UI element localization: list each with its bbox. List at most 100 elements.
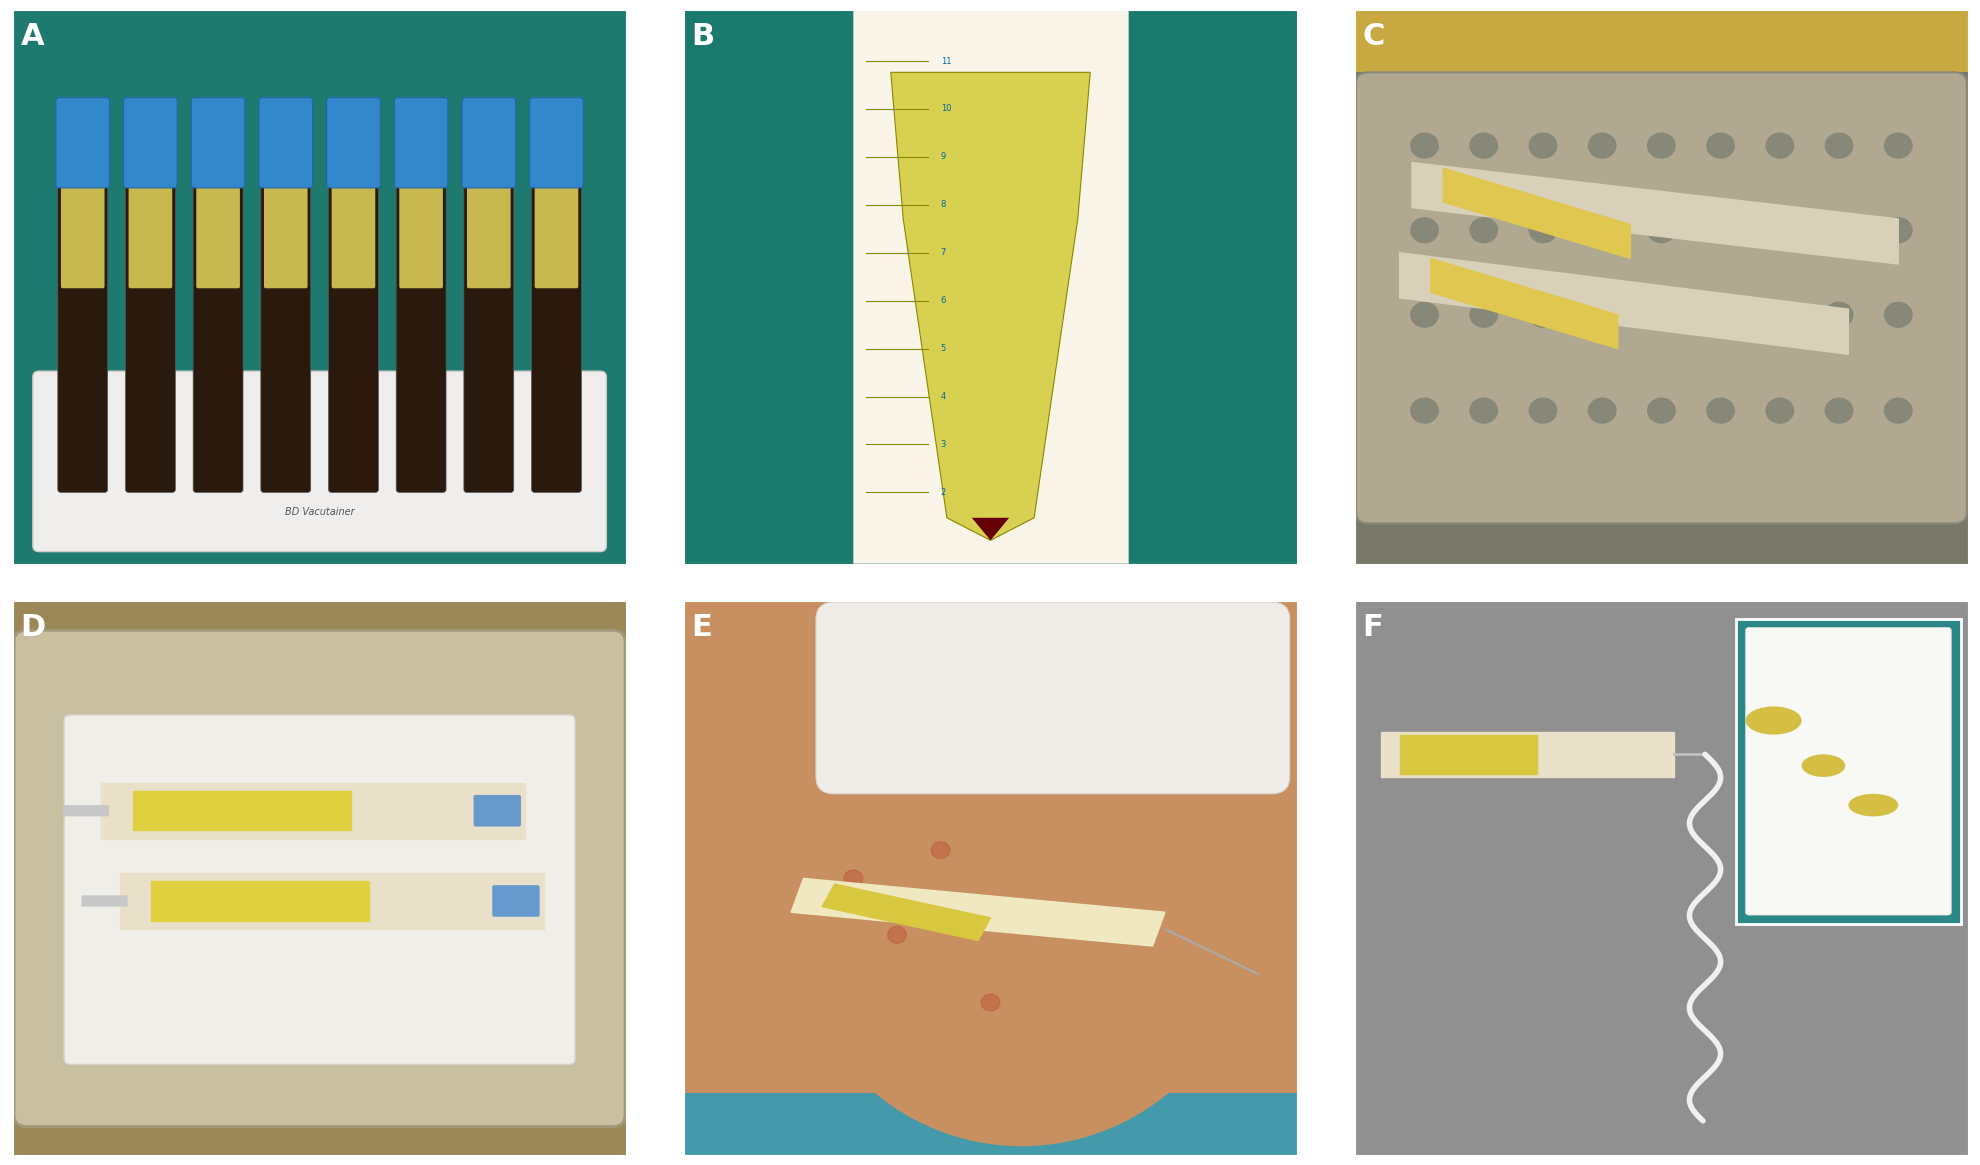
FancyBboxPatch shape bbox=[125, 171, 176, 493]
Ellipse shape bbox=[1847, 793, 1897, 817]
FancyBboxPatch shape bbox=[461, 98, 515, 188]
Circle shape bbox=[1469, 398, 1497, 423]
Circle shape bbox=[980, 994, 1000, 1011]
Text: 9: 9 bbox=[940, 153, 944, 162]
FancyBboxPatch shape bbox=[57, 171, 107, 493]
FancyBboxPatch shape bbox=[400, 183, 444, 288]
Circle shape bbox=[1529, 218, 1556, 242]
FancyBboxPatch shape bbox=[816, 602, 1289, 793]
FancyBboxPatch shape bbox=[261, 171, 311, 493]
Text: 11: 11 bbox=[940, 57, 950, 65]
Polygon shape bbox=[891, 72, 1089, 541]
Circle shape bbox=[1824, 133, 1851, 158]
Circle shape bbox=[1469, 303, 1497, 327]
Circle shape bbox=[1588, 398, 1616, 423]
Circle shape bbox=[1647, 303, 1675, 327]
Polygon shape bbox=[150, 881, 370, 920]
Text: 10: 10 bbox=[940, 105, 950, 113]
Circle shape bbox=[1766, 398, 1792, 423]
FancyBboxPatch shape bbox=[853, 10, 1127, 563]
FancyBboxPatch shape bbox=[529, 98, 582, 188]
FancyBboxPatch shape bbox=[467, 183, 511, 288]
Text: E: E bbox=[691, 614, 711, 642]
Text: BD Vacutainer: BD Vacutainer bbox=[285, 507, 354, 517]
Circle shape bbox=[1766, 303, 1792, 327]
Text: 2: 2 bbox=[940, 488, 944, 497]
Text: F: F bbox=[1362, 614, 1382, 642]
FancyBboxPatch shape bbox=[123, 98, 176, 188]
Polygon shape bbox=[1443, 168, 1630, 259]
Text: 6: 6 bbox=[940, 296, 946, 305]
FancyBboxPatch shape bbox=[14, 630, 626, 1127]
FancyBboxPatch shape bbox=[34, 372, 606, 551]
Circle shape bbox=[1707, 133, 1732, 158]
Circle shape bbox=[1824, 398, 1851, 423]
Ellipse shape bbox=[788, 666, 1255, 1146]
Circle shape bbox=[1766, 133, 1792, 158]
Text: A: A bbox=[20, 22, 44, 50]
FancyBboxPatch shape bbox=[129, 183, 172, 288]
Ellipse shape bbox=[1744, 706, 1800, 735]
FancyBboxPatch shape bbox=[491, 885, 539, 917]
FancyBboxPatch shape bbox=[394, 98, 447, 188]
Polygon shape bbox=[101, 783, 525, 839]
Circle shape bbox=[1707, 303, 1732, 327]
FancyBboxPatch shape bbox=[259, 98, 313, 188]
Polygon shape bbox=[121, 873, 544, 930]
Circle shape bbox=[1410, 133, 1437, 158]
Circle shape bbox=[1469, 133, 1497, 158]
Text: 4: 4 bbox=[940, 393, 944, 401]
Circle shape bbox=[1824, 218, 1851, 242]
FancyBboxPatch shape bbox=[331, 183, 374, 288]
Circle shape bbox=[1707, 218, 1732, 242]
Polygon shape bbox=[790, 878, 1164, 946]
Ellipse shape bbox=[1800, 755, 1843, 777]
FancyBboxPatch shape bbox=[63, 805, 109, 817]
Circle shape bbox=[1410, 218, 1437, 242]
FancyBboxPatch shape bbox=[55, 98, 109, 188]
Circle shape bbox=[843, 870, 861, 887]
FancyBboxPatch shape bbox=[1744, 628, 1950, 915]
FancyBboxPatch shape bbox=[327, 98, 380, 188]
Text: C: C bbox=[1362, 22, 1384, 50]
Circle shape bbox=[1647, 218, 1675, 242]
Polygon shape bbox=[133, 791, 350, 831]
FancyBboxPatch shape bbox=[81, 896, 127, 906]
Text: D: D bbox=[20, 614, 46, 642]
Polygon shape bbox=[1430, 259, 1618, 348]
Polygon shape bbox=[1348, 596, 1734, 1160]
Text: 8: 8 bbox=[940, 200, 946, 210]
Polygon shape bbox=[1400, 253, 1847, 354]
Circle shape bbox=[1588, 133, 1616, 158]
FancyBboxPatch shape bbox=[263, 183, 307, 288]
Text: 7: 7 bbox=[940, 248, 946, 257]
FancyBboxPatch shape bbox=[1354, 72, 1966, 523]
Circle shape bbox=[1588, 218, 1616, 242]
Polygon shape bbox=[1400, 735, 1536, 774]
FancyBboxPatch shape bbox=[679, 1093, 1301, 1160]
Circle shape bbox=[1883, 218, 1911, 242]
FancyBboxPatch shape bbox=[194, 171, 244, 493]
FancyBboxPatch shape bbox=[1734, 619, 1960, 924]
FancyBboxPatch shape bbox=[61, 183, 105, 288]
Circle shape bbox=[1529, 398, 1556, 423]
FancyBboxPatch shape bbox=[473, 795, 521, 826]
Text: B: B bbox=[691, 22, 715, 50]
Circle shape bbox=[1529, 133, 1556, 158]
Text: 5: 5 bbox=[940, 344, 944, 353]
Circle shape bbox=[1410, 303, 1437, 327]
FancyBboxPatch shape bbox=[531, 171, 580, 493]
Polygon shape bbox=[822, 884, 990, 940]
Circle shape bbox=[887, 926, 907, 944]
Circle shape bbox=[1529, 303, 1556, 327]
FancyBboxPatch shape bbox=[396, 171, 446, 493]
Circle shape bbox=[1647, 398, 1675, 423]
Circle shape bbox=[1883, 303, 1911, 327]
Circle shape bbox=[1766, 218, 1792, 242]
FancyBboxPatch shape bbox=[63, 715, 574, 1065]
Circle shape bbox=[1883, 398, 1911, 423]
Circle shape bbox=[1588, 303, 1616, 327]
Circle shape bbox=[1883, 133, 1911, 158]
FancyBboxPatch shape bbox=[192, 98, 246, 188]
Polygon shape bbox=[1380, 732, 1673, 777]
